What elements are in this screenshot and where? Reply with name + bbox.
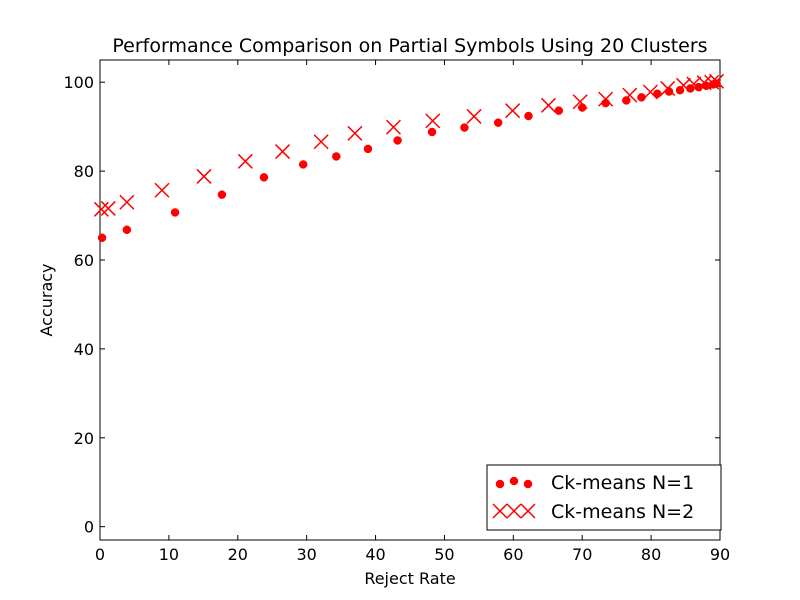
data-point-circle (664, 87, 674, 96)
data-point-x-marker (237, 153, 253, 169)
y-tick-label: 100 (63, 73, 94, 92)
data-point-x-marker (425, 113, 441, 129)
y-tick-label: 0 (84, 518, 94, 537)
data-point-x-marker (313, 134, 329, 150)
legend-marker-ck-means-n1 (495, 476, 533, 489)
x-tick-label: 70 (572, 545, 592, 564)
data-point-circle (393, 136, 402, 145)
legend-label-ck-means-n1: Ck-means N=1 (551, 472, 694, 494)
data-point-circle (427, 127, 437, 137)
data-point-x-marker (709, 73, 725, 89)
x-axis-label: Reject Rate (364, 569, 455, 588)
x-tick-label: 20 (228, 545, 248, 564)
data-point-x-marker (466, 108, 482, 124)
legend-label-ck-means-n2: Ck-means N=2 (551, 501, 694, 523)
y-tick-label: 80 (74, 162, 94, 181)
data-point-x-marker (704, 74, 720, 90)
data-point-x-marker (572, 94, 588, 110)
legend-circle-marker (523, 479, 533, 489)
plot-area: 0 10 20 30 40 50 60 70 80 90 0 20 40 60 80 100 (63, 59, 730, 564)
data-point-x-marker (622, 87, 638, 103)
x-tick-label: 10 (159, 545, 179, 564)
legend-circle-marker (509, 476, 519, 486)
data-point-circle (524, 111, 533, 121)
data-point-x-marker (119, 194, 135, 210)
legend-box (486, 464, 722, 531)
legend-x-marker (520, 503, 536, 519)
data-point-x-marker (385, 119, 401, 135)
y-axis-label: Accuracy (37, 263, 56, 336)
data-points (93, 73, 725, 243)
data-point-x-marker (275, 144, 291, 160)
x-tick-label: 30 (296, 545, 316, 564)
legend-x-marker (492, 503, 508, 519)
data-point-x-marker (598, 91, 614, 107)
data-point-x-marker (642, 84, 658, 100)
data-point-circle (259, 173, 269, 182)
data-point-x-marker (154, 182, 170, 198)
x-tick-label: 0 (95, 545, 105, 564)
data-point-circle (298, 160, 308, 169)
data-point-circle (601, 98, 610, 108)
x-tick-label: 50 (434, 545, 454, 564)
legend-circle-marker (495, 479, 505, 489)
data-point-circle (694, 82, 703, 92)
data-point-circle (170, 208, 180, 217)
y-tick-label: 20 (74, 429, 94, 448)
series-2 (93, 73, 725, 217)
y-tick-label: 60 (74, 251, 94, 270)
x-tick-label: 40 (365, 545, 385, 564)
data-point-circle (554, 106, 564, 115)
x-tick-label: 80 (641, 545, 661, 564)
data-point-circle (675, 85, 685, 95)
data-point-x-marker (196, 168, 212, 184)
legend-x-marker (506, 503, 522, 519)
data-point-x-marker (696, 75, 712, 91)
data-point-x-marker (505, 103, 521, 119)
data-point-circle (122, 225, 132, 235)
x-tick-label: 60 (503, 545, 523, 564)
data-point-x-marker (660, 80, 676, 96)
data-point-x-marker (93, 201, 109, 217)
legend: Ck-means N=1 Ck-means N=2 (486, 464, 722, 531)
data-point-circle (622, 96, 631, 105)
data-point-circle (332, 152, 341, 161)
y-tick-label: 40 (74, 340, 94, 359)
chart-title: Performance Comparison on Partial Symbol… (112, 35, 707, 57)
data-point-circle (460, 123, 469, 132)
axis-ticks: 0 10 20 30 40 50 60 70 80 90 0 20 40 60 80 100 (63, 60, 730, 564)
data-point-circle (97, 233, 107, 243)
data-point-circle (217, 190, 227, 199)
data-point-x-marker (100, 200, 116, 216)
data-point-circle (493, 118, 503, 127)
x-tick-label: 90 (710, 545, 730, 564)
data-point-circle (363, 144, 373, 154)
data-point-x-marker (347, 125, 363, 141)
axes-frame (99, 59, 721, 541)
data-point-x-marker (540, 97, 556, 113)
legend-marker-ck-means-n2 (492, 503, 536, 519)
